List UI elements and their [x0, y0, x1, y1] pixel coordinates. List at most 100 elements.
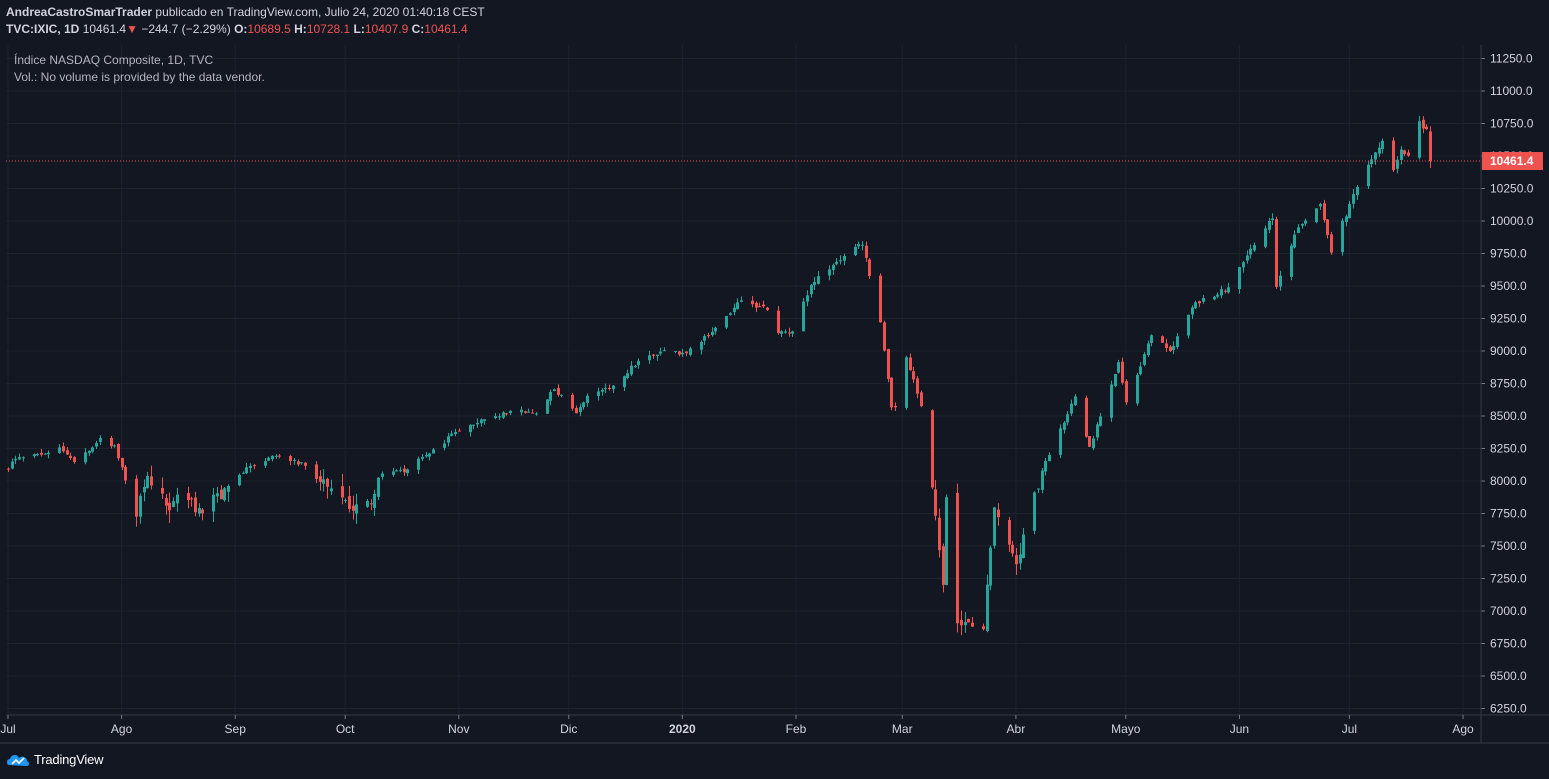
candle[interactable] [1271, 213, 1274, 226]
candle[interactable] [238, 473, 241, 487]
candle[interactable] [520, 406, 523, 416]
candle[interactable] [1147, 340, 1150, 357]
candle[interactable] [546, 399, 549, 414]
candle[interactable] [304, 461, 307, 470]
candle[interactable] [373, 489, 376, 516]
candle[interactable] [1275, 216, 1278, 289]
candle[interactable] [1238, 266, 1241, 294]
candle[interactable] [1242, 260, 1245, 273]
candle[interactable] [165, 493, 168, 515]
candle[interactable] [73, 456, 76, 464]
candle[interactable] [1048, 452, 1051, 462]
candle[interactable] [36, 452, 39, 457]
candle[interactable] [245, 462, 248, 475]
candle[interactable] [421, 454, 424, 462]
candle[interactable] [788, 327, 791, 337]
candle[interactable] [22, 456, 25, 462]
candle[interactable] [755, 301, 758, 313]
candle[interactable] [835, 258, 838, 266]
candle[interactable] [967, 618, 970, 623]
candle[interactable] [780, 329, 783, 338]
candle[interactable] [458, 428, 461, 432]
candle[interactable] [890, 377, 893, 411]
candle[interactable] [454, 428, 457, 437]
candle[interactable] [330, 479, 333, 495]
candle[interactable] [1150, 334, 1153, 347]
candle[interactable] [124, 465, 127, 484]
candle[interactable] [1348, 200, 1351, 219]
candle[interactable] [1070, 399, 1073, 416]
candle[interactable] [1425, 124, 1428, 130]
candle[interactable] [912, 366, 915, 383]
candle[interactable] [1352, 188, 1355, 209]
candle[interactable] [938, 508, 941, 558]
candle[interactable] [227, 484, 230, 502]
candle[interactable] [1125, 379, 1128, 405]
candle[interactable] [139, 493, 142, 524]
candle[interactable] [300, 462, 303, 465]
candle[interactable] [150, 465, 153, 490]
candle[interactable] [1249, 244, 1252, 259]
candle[interactable] [1096, 422, 1099, 441]
candle[interactable] [817, 271, 820, 285]
candle[interactable] [176, 487, 179, 512]
candle[interactable] [1063, 421, 1066, 434]
candle[interactable] [652, 354, 655, 359]
candle[interactable] [843, 253, 846, 266]
candle[interactable] [960, 610, 963, 636]
candle[interactable] [601, 387, 604, 396]
candle[interactable] [597, 387, 600, 401]
candle[interactable] [828, 265, 831, 281]
candle[interactable] [271, 455, 274, 462]
candle[interactable] [84, 448, 87, 465]
candle[interactable] [1202, 294, 1205, 304]
candle[interactable] [1268, 217, 1271, 234]
candle[interactable] [637, 358, 640, 369]
candle[interactable] [612, 384, 615, 394]
candle[interactable] [909, 353, 912, 371]
candle[interactable] [370, 498, 373, 511]
candle[interactable] [95, 440, 98, 449]
candle[interactable] [289, 454, 292, 466]
candle[interactable] [956, 483, 959, 633]
candle[interactable] [1216, 292, 1219, 299]
candle[interactable] [1085, 395, 1088, 438]
candle[interactable] [322, 469, 325, 492]
candle[interactable] [117, 443, 120, 461]
candle[interactable] [509, 410, 512, 416]
candle[interactable] [212, 488, 215, 523]
candle[interactable] [1345, 214, 1348, 227]
candle[interactable] [1066, 410, 1069, 426]
candle[interactable] [711, 327, 714, 337]
candle[interactable] [190, 496, 193, 507]
candle[interactable] [417, 456, 420, 475]
candle[interactable] [575, 405, 578, 414]
candle[interactable] [813, 276, 816, 291]
candle[interactable] [736, 298, 739, 310]
candles[interactable] [7, 115, 1432, 636]
candle[interactable] [146, 471, 149, 489]
candle[interactable] [1297, 223, 1300, 234]
candle[interactable] [1074, 393, 1077, 406]
candle[interactable] [1136, 372, 1139, 406]
candle[interactable] [524, 410, 527, 414]
candle[interactable] [1367, 161, 1370, 190]
candle[interactable] [172, 497, 175, 508]
candle[interactable] [1187, 314, 1190, 339]
candle[interactable] [733, 303, 736, 316]
candle[interactable] [806, 290, 809, 307]
candle[interactable] [762, 300, 765, 308]
candle[interactable] [344, 498, 347, 504]
candle[interactable] [571, 392, 574, 411]
candle[interactable] [483, 419, 486, 425]
candle[interactable] [791, 330, 794, 338]
candle[interactable] [399, 466, 402, 473]
candle[interactable] [784, 329, 787, 334]
candle[interactable] [194, 491, 197, 517]
candle[interactable] [1374, 151, 1377, 165]
candle[interactable] [604, 383, 607, 394]
candle[interactable] [1099, 412, 1102, 427]
candle[interactable] [920, 390, 923, 408]
candle[interactable] [1194, 300, 1197, 310]
candle[interactable] [1172, 341, 1175, 355]
